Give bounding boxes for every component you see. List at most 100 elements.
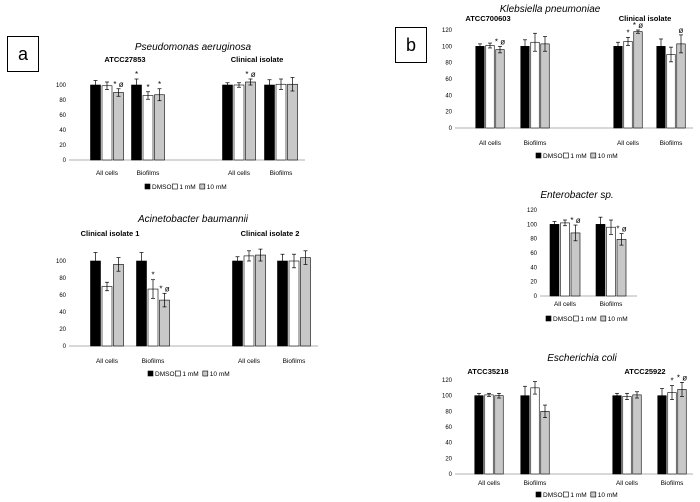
chart-subtitle: Clinical isolate 2 [241,229,300,238]
bar-1mm [623,41,633,129]
bar-dmso [656,46,666,129]
significance-marker: ø [679,26,684,35]
significance-marker: * ø [633,21,643,30]
legend-label: DMSO [553,316,573,323]
bar-10mm [154,94,165,161]
bar-10mm [540,43,550,129]
legend-label: DMSO [155,371,175,378]
panel-label-b: b [395,27,427,63]
x-category-label: All cells [478,480,501,487]
bar-1mm [606,226,616,297]
y-tick-label: 40 [445,441,452,447]
chart-subtitle: ATCC27853 [104,55,145,64]
bar-dmso [475,46,485,129]
x-category-label: All cells [479,140,502,147]
bar-1mm [101,85,113,161]
y-tick-label: 60 [59,113,66,119]
chart-title: Enterobacter sp. [540,190,613,201]
legend-swatch [199,183,206,190]
y-tick-label: 80 [445,61,452,67]
chart-title: Escherichia coli [547,353,617,364]
bar-dmso [90,84,101,161]
significance-marker: * [151,271,154,280]
x-category-label: All cells [96,170,119,177]
y-tick-label: 40 [445,93,452,99]
y-tick-label: 120 [442,28,453,34]
legend-label: DMSO [543,153,563,160]
x-category-label: Biofilms [600,301,624,308]
legend-swatch [563,152,569,159]
bar-1mm [530,41,540,129]
legend-label: 1 mM [580,316,596,323]
bar-1mm [243,255,255,347]
bar-10mm [633,31,643,129]
y-tick-label: 20 [59,143,66,149]
bar-dmso [520,46,530,129]
legend-label: 10 mM [598,153,618,160]
y-tick-label: 40 [59,128,66,134]
bar-10mm [616,239,627,297]
legend-label: 1 mM [570,492,586,499]
legend-swatch [172,183,178,190]
y-tick-label: 60 [445,425,452,431]
y-tick-label: 20 [530,280,537,286]
bar-dmso [520,395,530,475]
legend-label: 10 mM [598,492,618,499]
bar-dmso [612,395,622,475]
legend-swatch [563,491,569,498]
y-tick-label: 40 [530,265,537,271]
legend-label: 10 mM [207,184,227,191]
bar-10mm [245,81,256,161]
y-tick-label: 80 [59,98,66,104]
x-category-label: Biofilms [661,480,685,487]
significance-marker: * [626,28,629,37]
y-tick-label: 0 [534,294,538,300]
legend-swatch [600,315,607,322]
x-category-label: Biofilms [524,140,548,147]
y-tick-label: 60 [59,293,66,299]
legend-swatch [545,315,552,322]
legend-label: 10 mM [608,316,628,323]
y-tick-label: 0 [449,126,453,132]
legend-label: DMSO [152,184,172,191]
bar-10mm [540,411,550,475]
significance-marker: * ø [495,37,505,46]
y-tick-label: 20 [59,327,66,333]
bar-10mm [113,264,124,347]
chart-title: Klebsiella pneumoniae [500,4,601,15]
significance-marker: * [146,83,149,92]
y-tick-label: 120 [442,378,453,384]
y-tick-label: 80 [445,409,452,415]
chart-title: Acinetobacter baumannii [137,214,249,225]
bar-1mm [622,396,632,475]
chart-subtitle: ATCC25922 [624,367,665,376]
x-category-label: Biofilms [137,170,161,177]
x-category-label: All cells [228,170,251,177]
significance-marker: * ø [570,216,580,225]
y-tick-label: 20 [445,110,452,116]
bar-dmso [90,260,101,347]
bar-dmso [131,84,142,161]
legend-label: 1 mM [179,184,195,191]
bar-1mm [666,54,676,129]
panel-label-a: a [7,36,39,72]
bar-10mm [632,394,642,475]
chart-subtitle: Clinical isolate 1 [81,229,140,238]
significance-marker: * ø [245,70,255,79]
bar-10mm [300,257,311,347]
legend-swatch [535,152,542,159]
x-category-label: All cells [554,301,577,308]
bar-dmso [232,260,243,347]
y-tick-label: 60 [445,77,452,83]
legend-swatch [535,491,542,498]
legend-label: 1 mM [570,153,586,160]
bar-10mm [255,254,266,347]
legend-label: 1 mM [182,371,198,378]
y-tick-label: 100 [527,222,538,228]
y-tick-label: 80 [530,237,537,243]
bar-10mm [495,49,505,129]
y-tick-label: 120 [527,208,538,214]
bar-10mm [287,83,298,161]
bar-dmso [264,84,275,161]
legend-swatch [573,315,579,322]
